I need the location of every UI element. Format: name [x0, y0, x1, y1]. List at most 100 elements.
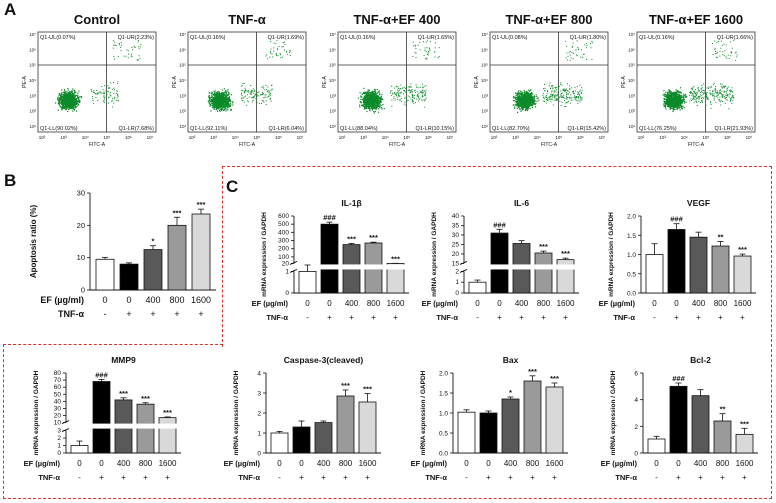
flow-y-label: PE-A: [474, 76, 480, 88]
flow-y-tick: 10²: [329, 109, 336, 114]
y-tick-label: 3: [57, 428, 61, 435]
ef-dose-label: 1600: [387, 299, 405, 308]
chart-title: Caspase-3(cleaved): [284, 355, 364, 365]
flow-plot-frame: [636, 31, 756, 133]
ef-dose-label: 0: [305, 299, 310, 308]
y-tick-label: 3: [257, 391, 261, 398]
flow-plot-frame: [337, 31, 457, 133]
tnf-row-title: TNF-α: [613, 313, 635, 322]
flow-plot-frame: [489, 31, 609, 133]
ef-dose-label: 800: [367, 299, 381, 308]
tnf-status-label: +: [150, 309, 155, 319]
tnf-status-label: -: [306, 313, 309, 322]
dashed-outline-top: [222, 166, 772, 347]
flow-y-tick: 10¹: [329, 124, 336, 129]
ef-row-title: EF (µg/ml): [411, 459, 448, 468]
y-tick-label: 50: [54, 391, 62, 398]
axis-break-mark: [61, 420, 70, 425]
chart-Casp3: Caspase-3(cleaved) mRNA expression / GAPD…: [224, 355, 381, 482]
tnf-status-label: +: [698, 473, 703, 482]
y-tick-label: 80: [54, 370, 62, 377]
ef-dose-label: 400: [145, 295, 160, 305]
bar: [713, 420, 732, 454]
y-tick-label: 2: [634, 424, 638, 431]
bar: [711, 245, 730, 294]
flow-x-tick: 10⁴: [534, 135, 541, 140]
y-tick-label: 0.0: [627, 291, 636, 298]
flow-x-tick: 10⁷: [447, 135, 454, 140]
flow-x-tick: 10²: [638, 135, 645, 140]
flow-x-label: FITC-A: [389, 142, 406, 148]
quadrant-label-ul: Q1-UL(0.16%): [190, 35, 226, 41]
significance-mark: ***: [528, 367, 537, 376]
significance-mark: **: [720, 405, 726, 414]
y-tick-label: 0: [81, 286, 85, 295]
y-tick-label: 60: [54, 384, 62, 391]
panel-label-c: C: [226, 177, 239, 196]
tnf-status-label: -: [78, 473, 81, 482]
ef-dose-label: 400: [504, 459, 518, 468]
y-tick-label: 15: [452, 260, 460, 267]
tnf-status-label: -: [476, 313, 479, 322]
y-tick-label: 25: [452, 241, 460, 248]
ef-row-title: EF (µg/ml): [601, 459, 638, 468]
flow-y-tick: 10⁴: [481, 78, 488, 83]
flow-x-label: FITC-A: [541, 142, 558, 148]
y-tick-label: 6: [634, 371, 638, 378]
bar: [647, 438, 666, 454]
y-tick-label: 0: [57, 450, 61, 457]
significance-mark: ***: [363, 385, 372, 394]
quadrant-label-ur: Q1-UR(1.65%): [418, 35, 455, 41]
bar: [735, 433, 754, 454]
y-tick-label: 0.0: [439, 451, 448, 458]
quadrant-label-ll: Q1-LL(92.11%): [190, 126, 227, 132]
flow-y-tick: 10⁷: [29, 32, 36, 37]
tnf-status-label: +: [327, 313, 332, 322]
flow-x-tick: 10³: [512, 135, 519, 140]
flow-plot-title: TNF-α: [228, 12, 266, 27]
tnf-status-label: +: [530, 473, 535, 482]
quadrant-label-ll: Q1-LL(82.70%): [492, 126, 530, 132]
flow-x-tick: 10⁴: [681, 135, 688, 140]
y-tick-label: 70: [54, 377, 62, 384]
y-tick-label: 0: [257, 451, 261, 458]
scatter-dots: [512, 40, 593, 113]
flow-y-tick: 10⁵: [179, 63, 186, 68]
significance-mark: ***: [163, 408, 172, 417]
bar-break-gap: [92, 423, 111, 429]
ef-dose-label: 1600: [191, 295, 211, 305]
quadrant-label-lr: Q1-LR(6.04%): [269, 126, 305, 132]
y-tick-label: 40: [54, 398, 62, 405]
flow-y-tick: 10⁶: [481, 47, 488, 52]
y-tick-label: 1.0: [627, 252, 636, 259]
y-tick-label: 20: [282, 260, 290, 267]
chart-title: VEGF: [687, 198, 710, 208]
flow-y-tick: 10⁷: [329, 32, 336, 37]
significance-mark: ***: [347, 234, 356, 243]
tnf-status-label: +: [519, 313, 524, 322]
significance-mark: ***: [550, 374, 559, 383]
tnf-status-label: +: [143, 473, 148, 482]
y-tick-label: 10: [54, 420, 62, 427]
ef-dose-label: 0: [652, 299, 657, 308]
quadrant-label-ul: Q1-UL(0.07%): [40, 35, 76, 41]
bar-break-gap: [490, 264, 509, 270]
flow-x-tick: 10⁶: [724, 135, 731, 140]
axis-break-mark: [289, 261, 298, 265]
ef-dose-label: 0: [126, 295, 131, 305]
y-axis-label: mRNA expression / GAPDH: [261, 212, 268, 297]
y-tick-label: 20: [77, 221, 85, 230]
flow-y-tick: 10⁴: [628, 78, 635, 83]
chart-title: Bcl-2: [690, 355, 711, 365]
y-tick-label: 0.5: [627, 271, 636, 278]
y-tick-label: 1: [57, 443, 61, 450]
flow-plot-title: Control: [73, 12, 121, 27]
bar: [143, 249, 163, 291]
significance-mark: **: [718, 232, 724, 241]
ef-row-title: EF (µg/ml): [24, 459, 61, 468]
y-tick-label: 1.5: [627, 233, 636, 240]
y-tick-label: 30: [54, 405, 62, 412]
tnf-status-label: +: [720, 473, 725, 482]
ef-dose-label: 400: [692, 299, 706, 308]
ef-dose-label: 1600: [159, 459, 177, 468]
